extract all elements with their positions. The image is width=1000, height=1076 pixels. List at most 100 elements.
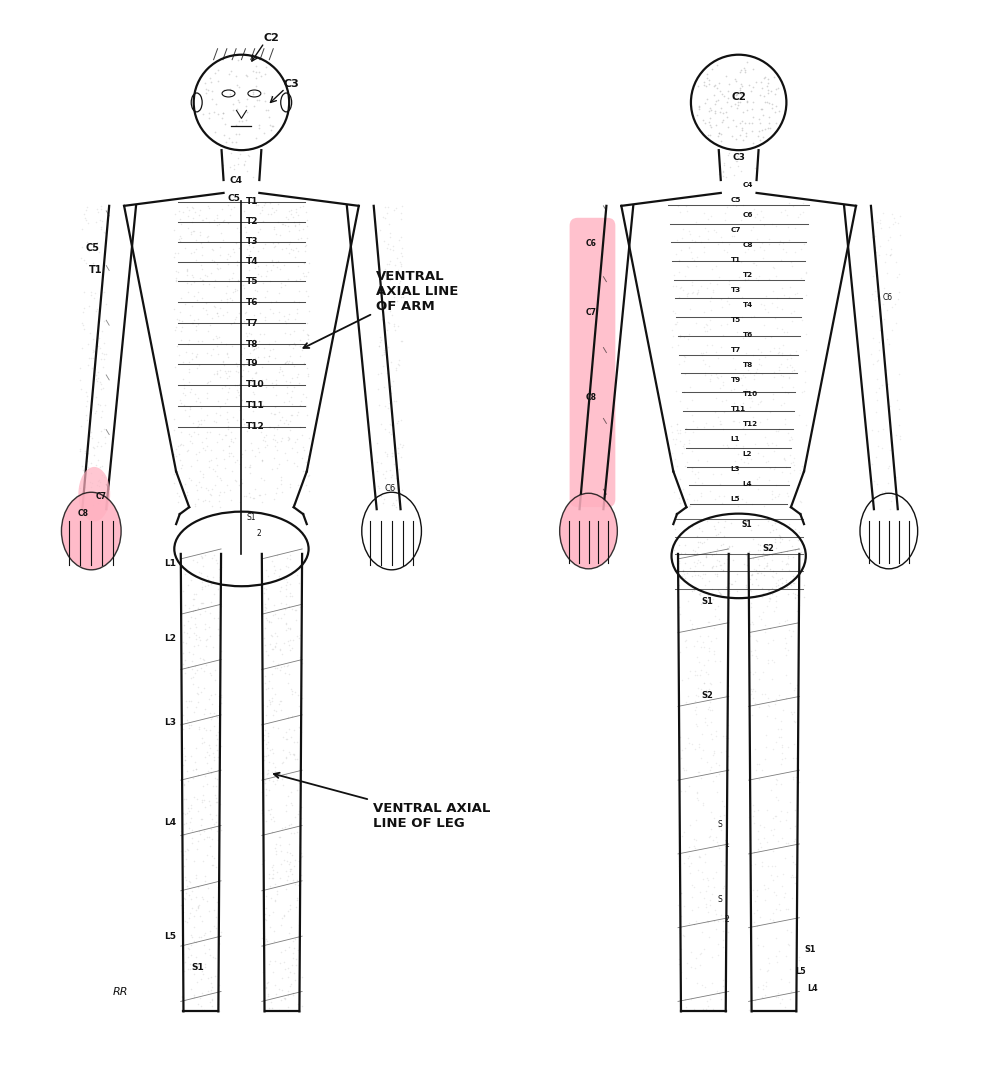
Point (393, 204, 409, 222)
Point (182, 383, 198, 400)
Point (172, 228, 188, 245)
Point (680, 669, 696, 686)
Point (759, 94, 775, 111)
Point (199, 892, 215, 909)
Point (284, 708, 300, 725)
Text: RR: RR (112, 988, 128, 997)
Point (745, 218, 761, 236)
Point (749, 650, 765, 667)
Point (177, 665, 193, 682)
Point (711, 583, 727, 600)
Point (261, 612, 277, 629)
Point (696, 243, 712, 260)
Point (230, 363, 246, 380)
Point (223, 200, 239, 217)
Point (91, 471, 107, 489)
Point (755, 584, 771, 601)
Point (298, 282, 314, 299)
Point (788, 342, 804, 359)
Point (197, 867, 213, 884)
Point (246, 385, 262, 402)
Point (262, 417, 278, 435)
Point (208, 726, 224, 744)
Point (386, 201, 402, 218)
Point (671, 489, 687, 506)
Point (274, 240, 290, 257)
Point (191, 720, 207, 737)
Point (216, 126, 232, 143)
Point (265, 856, 281, 874)
Point (273, 471, 289, 489)
Point (73, 417, 89, 435)
Point (284, 354, 300, 371)
Point (780, 738, 796, 755)
Point (706, 912, 722, 930)
Point (371, 263, 387, 280)
Point (283, 975, 299, 992)
Point (257, 667, 273, 684)
Point (730, 445, 746, 463)
Point (390, 444, 406, 462)
Point (764, 567, 780, 584)
Point (789, 677, 805, 694)
Point (300, 338, 316, 355)
Point (700, 586, 716, 604)
Point (280, 960, 296, 977)
Point (704, 948, 720, 965)
Point (285, 497, 301, 514)
Point (206, 366, 222, 383)
Point (693, 638, 709, 655)
Point (274, 429, 290, 447)
Point (265, 430, 281, 448)
Point (393, 288, 409, 306)
Point (282, 901, 298, 918)
Point (265, 607, 281, 624)
Point (699, 717, 715, 734)
Point (758, 974, 774, 991)
Point (258, 370, 274, 387)
Point (261, 801, 277, 818)
Point (213, 334, 229, 351)
Point (239, 90, 255, 108)
Point (708, 223, 724, 240)
Point (774, 751, 790, 768)
Point (787, 713, 803, 731)
Point (384, 497, 400, 514)
Point (245, 238, 261, 255)
Point (232, 401, 248, 419)
Point (683, 943, 699, 960)
Point (276, 570, 292, 587)
Point (281, 236, 297, 253)
Point (699, 90, 715, 108)
Point (254, 198, 270, 215)
Point (282, 476, 298, 493)
Point (187, 497, 203, 514)
Point (782, 819, 798, 836)
Point (206, 103, 222, 121)
Point (293, 392, 309, 409)
Point (299, 407, 315, 424)
Point (675, 760, 691, 777)
Point (691, 99, 707, 116)
Point (383, 284, 399, 301)
Point (176, 890, 192, 907)
Point (79, 411, 95, 428)
Point (743, 680, 759, 697)
Point (98, 296, 114, 313)
Point (299, 229, 315, 246)
Point (294, 968, 310, 986)
Point (735, 132, 751, 150)
Point (706, 620, 722, 637)
Point (768, 930, 784, 947)
Point (78, 254, 94, 271)
Point (248, 57, 264, 74)
Point (86, 447, 102, 464)
Point (263, 122, 279, 139)
Point (261, 691, 277, 708)
Point (713, 556, 729, 574)
Point (679, 565, 695, 582)
Point (197, 621, 213, 638)
Point (762, 342, 778, 359)
Point (712, 556, 728, 574)
Point (212, 569, 228, 586)
